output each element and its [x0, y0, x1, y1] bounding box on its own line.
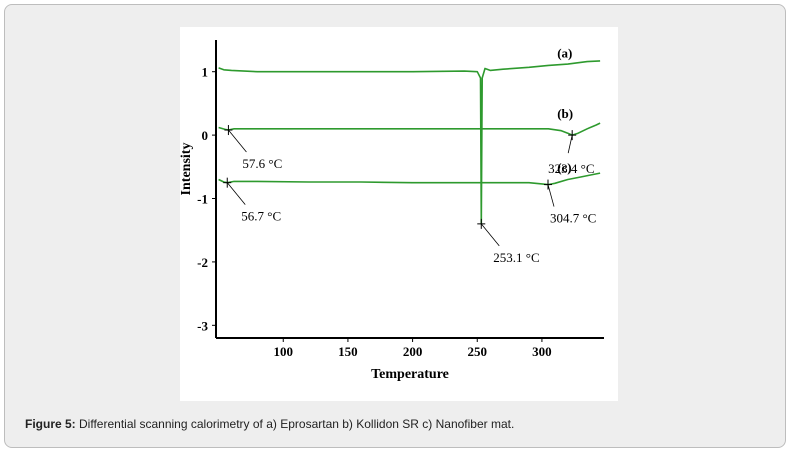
series-label-c: (c)	[557, 160, 571, 175]
annotation-leader	[567, 135, 573, 154]
figure-caption: Figure 5: Differential scanning calorime…	[25, 417, 765, 431]
y-tick-label--1: -1	[197, 192, 208, 207]
x-tick-label-200: 200	[403, 344, 423, 359]
annotation-leader	[226, 182, 246, 205]
y-tick-label--3: -3	[197, 318, 208, 333]
caption-text: Differential scanning calorimetry of a) …	[79, 417, 515, 431]
y-tick-label-0: 0	[202, 128, 209, 143]
x-tick-label-150: 150	[338, 344, 358, 359]
y-tick-label-1: 1	[202, 65, 209, 80]
series-label-a: (a)	[557, 46, 572, 61]
series-label-b: (b)	[557, 106, 573, 121]
y-tick-label--2: -2	[197, 255, 208, 270]
x-tick-label-300: 300	[532, 344, 552, 359]
annotation-label: 56.7 °C	[241, 209, 281, 224]
annotation-leader	[480, 223, 500, 247]
y-axis-title: Intensity	[179, 143, 194, 196]
annotation-label: 323.4 °C	[548, 161, 594, 176]
series-line-b	[218, 122, 601, 136]
annotation-leader	[547, 184, 555, 207]
x-axis-title: Temperature	[371, 367, 449, 382]
series-line-c	[218, 172, 601, 186]
annotation-label: 304.7 °C	[550, 211, 596, 226]
annotation-label: 253.1 °C	[493, 250, 539, 265]
x-tick-label-250: 250	[468, 344, 488, 359]
annotation-label: 57.6 °C	[242, 156, 282, 171]
caption-label: Figure 5:	[25, 417, 76, 431]
x-tick-label-100: 100	[274, 344, 294, 359]
series-line-a	[218, 60, 601, 225]
annotation-leader	[228, 129, 247, 153]
